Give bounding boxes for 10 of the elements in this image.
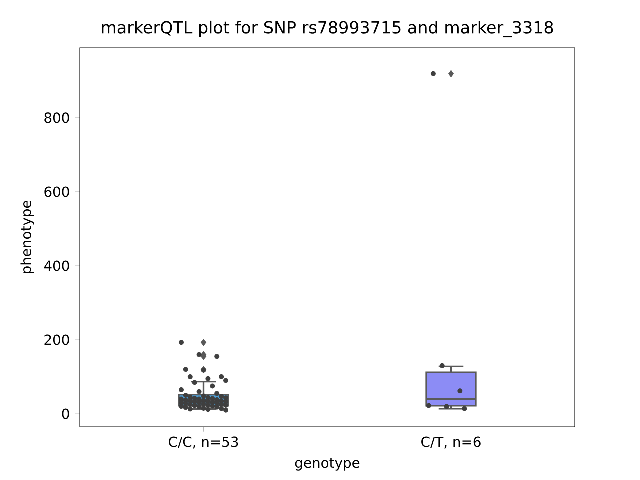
y-axis-title: phenotype	[20, 200, 34, 274]
x-axis-title: genotype	[295, 458, 360, 471]
y-tick-label: 400	[44, 260, 70, 272]
y-tick-label: 600	[44, 186, 70, 198]
y-tick-label: 200	[44, 334, 70, 346]
x-tick-label: C/T, n=6	[422, 436, 481, 449]
y-tick-label: 800	[44, 112, 70, 124]
y-tick-label: 0	[62, 408, 70, 420]
x-tick-label: C/C, n=53	[169, 436, 238, 449]
chart-title: markerQTL plot for SNP rs78993715 and marker_3318	[102, 20, 554, 38]
